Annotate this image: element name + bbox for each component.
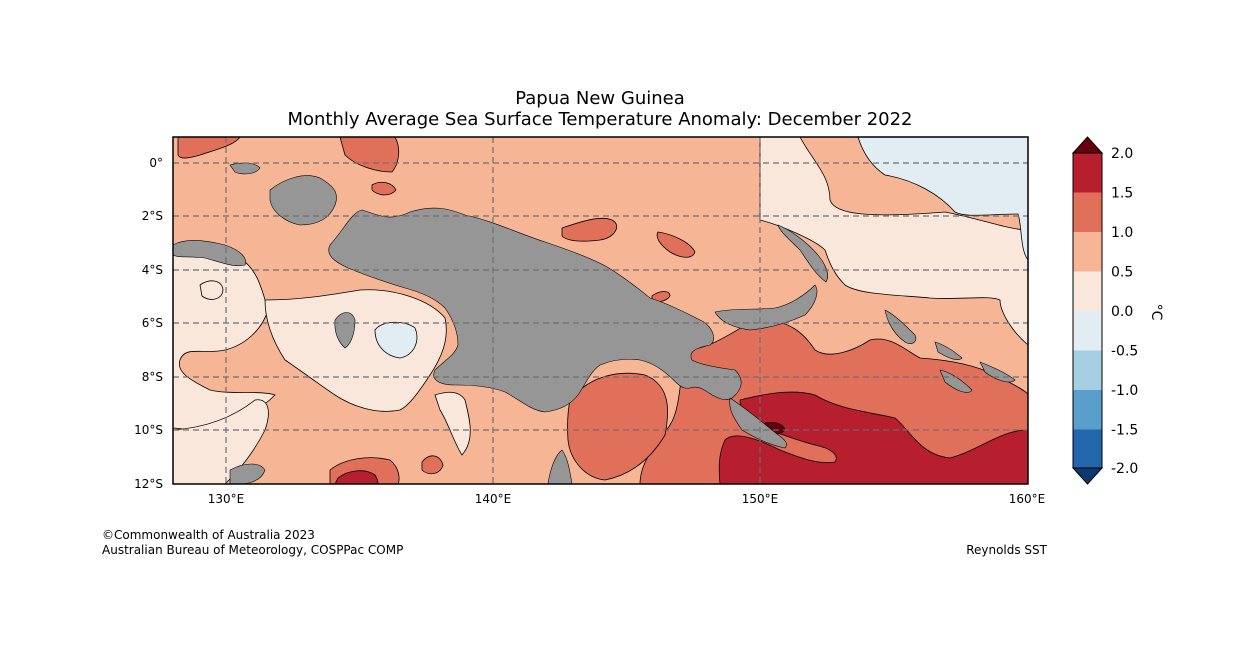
anomaly-region-1.0-1.5-blob-3	[371, 181, 397, 196]
colorbar-band-0.0-0.5	[1073, 271, 1102, 311]
anomaly-region-1.0-1.5-blob-4	[421, 455, 444, 475]
bird-head-island	[269, 175, 337, 226]
colorbar-tick-neg1.0: -1.0	[1111, 383, 1138, 399]
lat-label-4s: 4°S	[142, 263, 163, 277]
colorbar-tick-neg2.0: -2.0	[1111, 461, 1138, 477]
colorbar-frame	[1072, 152, 1103, 469]
lon-label-140e: 140°E	[475, 492, 512, 506]
colorbar-tick-neg0.5: -0.5	[1111, 344, 1138, 360]
data-source-credit: Reynolds SST	[966, 543, 1047, 557]
colorbar: 2.0 1.5 1.0 0.5 0.0 -0.5 -1.0 -1.5 -2.0 …	[1071, 136, 1164, 485]
longitude-labels: 130°E 140°E 150°E 160°E	[208, 492, 1046, 506]
papua-peninsula-tail	[729, 397, 787, 449]
colorbar-tick-2.0: 2.0	[1111, 146, 1133, 162]
colorbar-band-neg1.5-neg1.0	[1073, 390, 1102, 430]
seram-island	[173, 240, 246, 267]
colorbar-tick-labels: 2.0 1.5 1.0 0.5 0.0 -0.5 -1.0 -1.5 -2.0	[1111, 146, 1138, 477]
new-guinea-landmass	[328, 207, 742, 413]
aru-islands	[334, 312, 356, 349]
anomaly-region-1.0-1.5-blob-2	[656, 231, 696, 258]
lat-label-8s: 8°S	[142, 370, 163, 384]
colorbar-tick-1.5: 1.5	[1111, 186, 1133, 202]
anomaly-region-0.0-0.5-gulf	[434, 391, 471, 456]
map-plot-area	[173, 137, 1028, 484]
latitude-labels: 0° 2°S 4°S 6°S 8°S 10°S 12°S	[134, 156, 163, 491]
halmahera-island	[229, 162, 261, 175]
copyright-notice: ©Commonwealth of Australia 2023	[102, 528, 315, 542]
agency-credit: Australian Bureau of Meteorology, COSPPa…	[102, 543, 404, 557]
colorbar-band-neg0.5-0.0	[1073, 311, 1102, 351]
colorbar-band-neg2.0-neg1.5	[1073, 429, 1102, 468]
anomaly-region-1.5-2.0-solomon-sea	[718, 391, 1028, 484]
anomaly-region-1.0-1.5-blob-1	[561, 217, 617, 242]
anomaly-region-0.0-0.5-east	[759, 137, 1028, 346]
colorbar-band-1.0-1.5	[1073, 192, 1102, 232]
map-subtitle: Monthly Average Sea Surface Temperature …	[287, 109, 913, 130]
anomaly-region-1.0-1.5-coral	[567, 372, 668, 481]
colorbar-band-1.5-2.0	[1073, 153, 1102, 193]
map-frame	[172, 136, 1029, 485]
colorbar-tick-0.5: 0.5	[1111, 265, 1133, 281]
australia-cape-york	[547, 449, 573, 484]
anomaly-region-0.0-0.5-central	[264, 289, 447, 412]
bougainville-island	[884, 309, 917, 344]
colorbar-tick-1.0: 1.0	[1111, 225, 1133, 241]
lon-label-160e: 160°E	[1009, 492, 1046, 506]
anomaly-region-0.0-0.5-small-1	[199, 280, 224, 300]
lat-label-6s: 6°S	[142, 316, 163, 330]
anomaly-region-neg0.5-0.0-central	[374, 321, 418, 359]
colorbar-unit-label: °C	[1148, 304, 1164, 321]
map-gridlines	[173, 137, 1028, 484]
lat-label-0: 0°	[149, 156, 163, 170]
lat-label-2s: 2°S	[142, 209, 163, 223]
colorbar-tick-neg1.5: -1.5	[1111, 423, 1138, 439]
colorbar-extend-top	[1071, 136, 1104, 154]
anomaly-region-neg0.5-0.0-northeast	[857, 137, 1028, 261]
solomon-islands	[934, 341, 1016, 393]
lon-label-150e: 150°E	[742, 492, 779, 506]
lat-label-10s: 10°S	[134, 423, 163, 437]
lat-label-12s: 12°S	[134, 477, 163, 491]
new-britain-island	[714, 284, 818, 331]
colorbar-band-neg1.0-neg0.5	[1073, 350, 1102, 390]
colorbar-tick-0.0: 0.0	[1111, 304, 1133, 320]
colorbar-band-0.5-1.0	[1073, 232, 1102, 272]
anomaly-region-1.0-1.5-north-west	[177, 137, 241, 159]
colorbar-extend-bottom	[1071, 467, 1104, 485]
new-ireland-island	[777, 224, 828, 283]
map-title: Papua New Guinea	[515, 88, 685, 109]
lon-label-130e: 130°E	[208, 492, 245, 506]
